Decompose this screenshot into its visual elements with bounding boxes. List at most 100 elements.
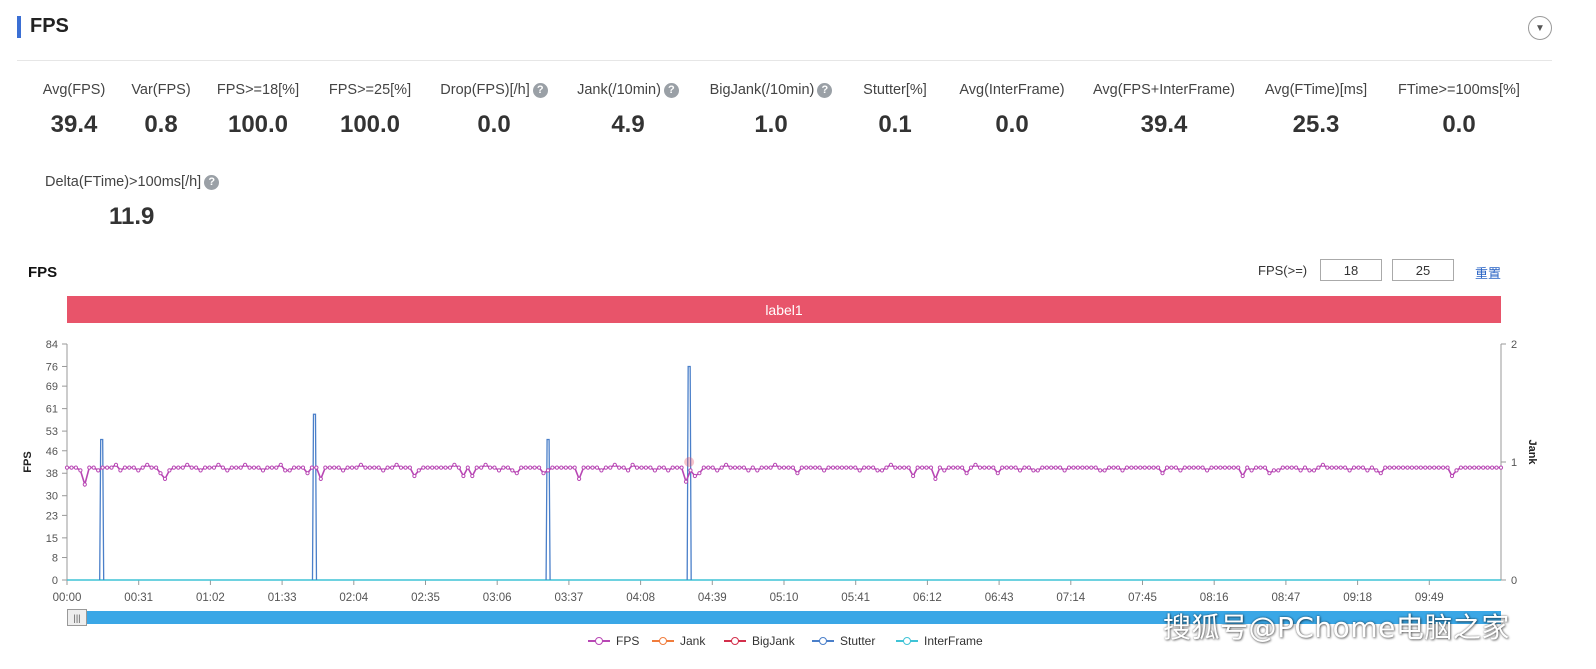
fps-point bbox=[1133, 465, 1138, 470]
fps-point bbox=[1058, 465, 1063, 470]
fps-point bbox=[345, 465, 350, 470]
fps-point bbox=[1222, 465, 1228, 470]
fps-point bbox=[234, 465, 239, 470]
y2-axis-title: Jank bbox=[1526, 439, 1538, 465]
help-icon[interactable]: ? bbox=[663, 82, 679, 98]
help-icon[interactable]: ? bbox=[817, 82, 833, 98]
fps-point bbox=[434, 465, 439, 470]
help-icon[interactable]: ? bbox=[204, 174, 220, 190]
fps-point bbox=[336, 465, 341, 470]
fps-point bbox=[105, 465, 110, 470]
fps-point bbox=[1396, 465, 1401, 470]
fps-point bbox=[1240, 473, 1245, 479]
legend-item-bigjank[interactable]: BigJank bbox=[724, 634, 795, 648]
metric-value: 0.0 bbox=[477, 111, 511, 138]
fps-point bbox=[461, 473, 466, 479]
label-band[interactable]: label1 bbox=[67, 296, 1501, 323]
fps-point bbox=[1445, 465, 1450, 470]
help-icon[interactable]: ? bbox=[532, 82, 548, 98]
fps-point bbox=[732, 465, 738, 470]
fps-point bbox=[278, 462, 283, 467]
fps-point bbox=[300, 465, 306, 470]
fps-point bbox=[1000, 465, 1005, 470]
fps-point bbox=[1218, 465, 1223, 470]
x-tick-label: 01:02 bbox=[196, 592, 225, 604]
fps-point bbox=[1378, 471, 1383, 476]
legend-item-stutter[interactable]: Stutter bbox=[812, 634, 875, 648]
header-divider bbox=[17, 60, 1552, 61]
metric-label: Drop(FPS)[/h]? bbox=[404, 82, 584, 98]
fps-point bbox=[1124, 465, 1130, 470]
fps-point bbox=[523, 465, 528, 470]
metric-item: Drop(FPS)[/h]? 0.0 bbox=[404, 82, 584, 139]
fps-point bbox=[314, 465, 319, 470]
fps-point bbox=[764, 465, 769, 470]
legend-item-fps[interactable]: FPS bbox=[588, 634, 639, 648]
fps-point bbox=[1107, 465, 1112, 470]
fps-point bbox=[1156, 465, 1161, 470]
fps-threshold-low-input[interactable] bbox=[1320, 259, 1382, 281]
fps-point bbox=[283, 468, 288, 473]
fps-point bbox=[1004, 465, 1009, 470]
fps-point bbox=[260, 468, 266, 473]
fps-point bbox=[1298, 468, 1303, 473]
legend-label: Stutter bbox=[840, 634, 876, 648]
metric-label: FPS>=18[%] bbox=[168, 82, 348, 98]
fps-point bbox=[171, 465, 176, 470]
grip-icon: ||| bbox=[73, 612, 81, 623]
legend-label: InterFrame bbox=[924, 634, 983, 648]
series-fps bbox=[64, 462, 1504, 488]
fps-point bbox=[447, 465, 453, 470]
fps-point bbox=[706, 465, 711, 470]
metric-label-text: FPS>=25[%] bbox=[328, 82, 412, 98]
fps-point bbox=[1294, 465, 1299, 470]
x-tick-label: 07:14 bbox=[1056, 592, 1085, 604]
fps-point bbox=[256, 465, 261, 470]
fps-point bbox=[1449, 473, 1455, 479]
zoom-slider-track[interactable] bbox=[67, 611, 1501, 624]
fps-point bbox=[149, 465, 154, 470]
metric-label-text: BigJank(/10min) bbox=[709, 82, 815, 98]
metric-label-text: FPS>=18[%] bbox=[216, 82, 300, 98]
fps-point bbox=[603, 465, 609, 470]
fps-point bbox=[305, 471, 310, 476]
fps-point bbox=[817, 465, 822, 470]
fps-threshold-high-input[interactable] bbox=[1392, 259, 1454, 281]
fps-point bbox=[140, 465, 145, 470]
fps-point bbox=[341, 468, 346, 473]
header-accent-bar bbox=[17, 16, 21, 38]
legend-item-interframe[interactable]: InterFrame bbox=[896, 634, 983, 648]
fps-point bbox=[1013, 465, 1018, 470]
fps-point bbox=[657, 465, 662, 470]
reset-button[interactable]: 重置 bbox=[1475, 266, 1502, 281]
fps-point bbox=[1169, 465, 1174, 470]
watermark: 搜狐号@PChome电脑之家 bbox=[1163, 611, 1510, 644]
fps-point bbox=[113, 462, 119, 467]
page-title: FPS bbox=[30, 15, 69, 37]
fps-point bbox=[1053, 465, 1058, 470]
fps-point bbox=[1080, 465, 1085, 470]
x-tick-label: 08:47 bbox=[1272, 592, 1301, 604]
fps-point bbox=[131, 465, 136, 470]
fps-point bbox=[501, 465, 506, 470]
fps-point bbox=[1262, 465, 1268, 470]
fps-point bbox=[1173, 465, 1179, 470]
zoom-slider-handle[interactable]: ||| bbox=[67, 609, 87, 626]
fps-point bbox=[857, 468, 862, 473]
legend-item-jank[interactable]: Jank bbox=[652, 634, 705, 648]
fps-point bbox=[1307, 468, 1312, 473]
fps-point bbox=[955, 465, 960, 470]
metric-item: Avg(FTime)[ms] 25.3 bbox=[1226, 82, 1406, 139]
fps-point bbox=[1231, 465, 1236, 470]
fps-point bbox=[991, 465, 996, 470]
fps-point bbox=[1075, 465, 1081, 470]
fps-point bbox=[96, 468, 101, 473]
fps-point bbox=[652, 468, 658, 473]
legend-swatch-icon bbox=[588, 635, 610, 647]
fps-point bbox=[443, 465, 448, 470]
collapse-button[interactable]: ▼ bbox=[1528, 16, 1552, 40]
fps-point bbox=[474, 465, 479, 470]
fps-point bbox=[265, 465, 270, 470]
metric-value: 100.0 bbox=[227, 111, 289, 138]
